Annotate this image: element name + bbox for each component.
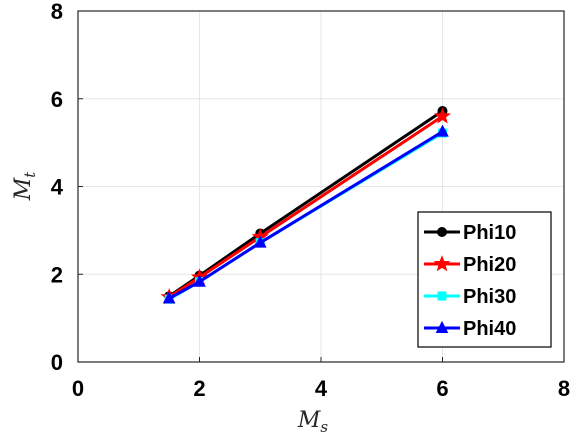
legend-entry: Phi40 (424, 318, 516, 340)
legend: Phi10 Phi20 Phi30 Phi40 (417, 211, 552, 348)
data-point (436, 124, 449, 137)
legend-label: Phi20 (463, 254, 516, 276)
y-tick-label: 0 (51, 350, 63, 375)
series-phi40 (162, 124, 449, 304)
x-axis-label: Ms (297, 408, 329, 436)
y-tick-labels: 0 2 4 6 8 (51, 0, 83, 375)
y-axis-label-sub: t (21, 171, 39, 178)
y-tick-label: 2 (51, 262, 63, 287)
x-tick-label: 0 (72, 376, 84, 401)
y-axis-label-main: M (11, 177, 36, 201)
legend-marker (435, 320, 449, 333)
y-tick-label: 8 (51, 0, 63, 24)
x-tick-label: 4 (315, 376, 328, 401)
legend-label: Phi10 (463, 222, 516, 244)
legend-label: Phi30 (463, 286, 516, 308)
legend-marker (437, 227, 447, 237)
data-point (434, 107, 451, 124)
legend-entry: Phi30 (424, 286, 516, 308)
x-tick-label: 8 (558, 376, 570, 401)
legend-marker (433, 255, 451, 272)
series-layer (160, 106, 451, 305)
legend-marker (437, 291, 447, 301)
series-line (168, 115, 444, 299)
x-axis-label-main: M (297, 408, 321, 433)
legend-entry: Phi20 (424, 254, 516, 276)
y-tick-label: 4 (51, 175, 64, 200)
x-tick-labels: 0 2 4 6 8 (72, 357, 570, 401)
y-tick-label: 6 (51, 87, 63, 112)
series-line (168, 130, 444, 300)
data-point (193, 274, 206, 287)
legend-entry: Phi10 (424, 222, 516, 244)
series-line (168, 109, 444, 298)
x-axis-label-sub: s (320, 418, 328, 436)
x-tick-label: 6 (436, 376, 448, 401)
data-point (162, 291, 176, 304)
x-tick-label: 2 (193, 376, 205, 401)
y-axis-label: Mt (11, 171, 39, 202)
data-point (253, 235, 267, 248)
legend-label: Phi40 (463, 318, 516, 340)
